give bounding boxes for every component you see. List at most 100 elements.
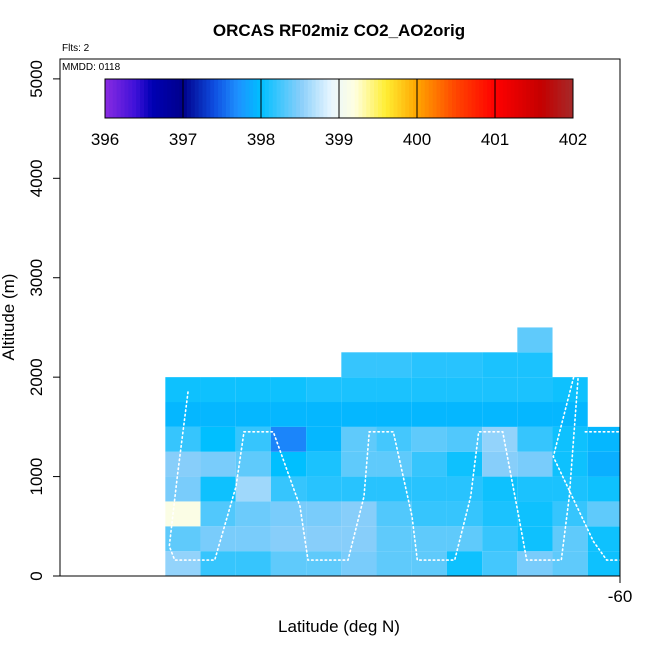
colorbar-segment: [327, 79, 332, 118]
colorbar-segment: [319, 79, 324, 118]
colorbar-segment: [456, 79, 461, 118]
heatmap-cell: [165, 551, 201, 576]
colorbar-segment: [420, 79, 426, 118]
colorbar-segment: [557, 79, 562, 118]
heatmap-cell: [200, 451, 236, 477]
colorbar-segment: [514, 79, 519, 118]
heatmap-cell: [411, 451, 447, 477]
heatmap-cell: [517, 377, 553, 403]
colorbar-segment: [440, 79, 445, 118]
colorbar-segment: [183, 79, 188, 118]
colorbar-segment: [506, 79, 511, 118]
colorbar-segment: [561, 79, 566, 118]
colorbar-segment: [393, 79, 398, 118]
heatmap-cell: [552, 526, 588, 552]
y-axis: 0 1000 2000 3000 4000 5000: [27, 60, 60, 581]
colorbar-segment: [261, 79, 266, 118]
colorbar-segment: [491, 79, 496, 118]
heatmap-cell: [270, 526, 307, 552]
colorbar-segment: [229, 79, 235, 118]
colorbar-segment: [264, 79, 270, 118]
heatmap-cell: [306, 551, 342, 576]
heatmap-cell: [517, 501, 553, 527]
heatmap-cell: [341, 501, 377, 527]
y-tick-label: 5000: [27, 60, 46, 98]
heatmap-cell: [552, 377, 588, 403]
heatmap-cell: [587, 426, 620, 452]
colorbar-segment: [296, 79, 301, 118]
colorbar-segment: [549, 79, 554, 118]
heatmap-cell: [306, 501, 342, 527]
colorbar-segment: [522, 79, 527, 118]
colorbar-segment: [510, 79, 515, 118]
colorbar-segment: [222, 79, 227, 118]
heatmap-cell: [235, 476, 271, 502]
colorbar-segment: [354, 79, 359, 118]
colorbar-segment: [424, 79, 430, 118]
y-axis-label: Altitude (m): [0, 274, 18, 361]
colorbar-segment: [167, 79, 172, 118]
colorbar-segment: [366, 79, 371, 118]
colorbar-segment: [175, 79, 180, 118]
heatmap-cell: [517, 402, 553, 427]
colorbar-segment: [467, 79, 472, 118]
colorbar-segment: [159, 79, 164, 118]
heatmap-cell: [482, 551, 518, 576]
colorbar-tick-label: 401: [481, 130, 509, 149]
heatmap-cell: [165, 377, 201, 403]
colorbar-segment: [432, 79, 437, 118]
colorbar-segment: [268, 79, 274, 118]
colorbar-tick-label: 402: [559, 130, 587, 149]
colorbar-segment: [280, 79, 285, 118]
colorbar-segment: [140, 79, 145, 118]
colorbar-segment: [311, 79, 316, 118]
colorbar-segment: [471, 79, 476, 118]
heatmap-cell: [376, 377, 412, 403]
chart-title: ORCAS RF02miz CO2_AO2orig: [213, 21, 465, 40]
heatmap-cell: [341, 402, 377, 427]
colorbar-segment: [358, 79, 363, 118]
heatmap-cell: [306, 426, 342, 452]
plot-frame: [59, 58, 621, 577]
colorbar-segment: [459, 79, 465, 118]
flight-track-line: [168, 352, 624, 561]
heatmap-cell: [411, 526, 447, 552]
heatmap-cell: [482, 501, 518, 527]
heatmap-cell: [446, 402, 483, 427]
heatmap-cell: [482, 526, 518, 552]
colorbar-segment: [436, 79, 441, 118]
heatmap-cell: [200, 551, 236, 576]
y-tick-label: 3000: [27, 259, 46, 297]
heatmap-cell: [376, 526, 412, 552]
heatmap-cell: [446, 451, 483, 477]
colorbar-segment: [292, 79, 297, 118]
colorbar-segment: [487, 79, 492, 118]
colorbar-segment: [276, 79, 281, 118]
heatmap-cell: [482, 402, 518, 427]
colorbar-segment: [350, 79, 355, 118]
colorbar-segment: [374, 79, 379, 118]
colorbar-segment: [553, 79, 558, 118]
heatmap-cell: [446, 551, 483, 576]
colorbar-segment: [225, 79, 231, 118]
heatmap-cell: [552, 551, 588, 576]
colorbar-segment: [378, 79, 383, 118]
y-tick-label: 0: [27, 571, 46, 580]
colorbar-segment: [385, 79, 391, 118]
colorbar-segment: [186, 79, 192, 118]
heatmap-cell: [517, 327, 553, 353]
colorbar-segment: [534, 79, 539, 118]
colorbar-segment: [132, 79, 137, 118]
heatmap-cell: [306, 402, 342, 427]
colorbar-segment: [452, 79, 457, 118]
colorbar-segment: [413, 79, 418, 118]
colorbar-segment: [179, 79, 184, 118]
heatmap-cell: [517, 551, 553, 576]
colorbar-segment: [444, 79, 449, 118]
heatmap-cell: [446, 526, 483, 552]
heatmap-cell: [200, 526, 236, 552]
colorbar-segment: [479, 79, 484, 118]
colorbar-segment: [105, 79, 110, 118]
colorbar-segment: [417, 79, 422, 118]
